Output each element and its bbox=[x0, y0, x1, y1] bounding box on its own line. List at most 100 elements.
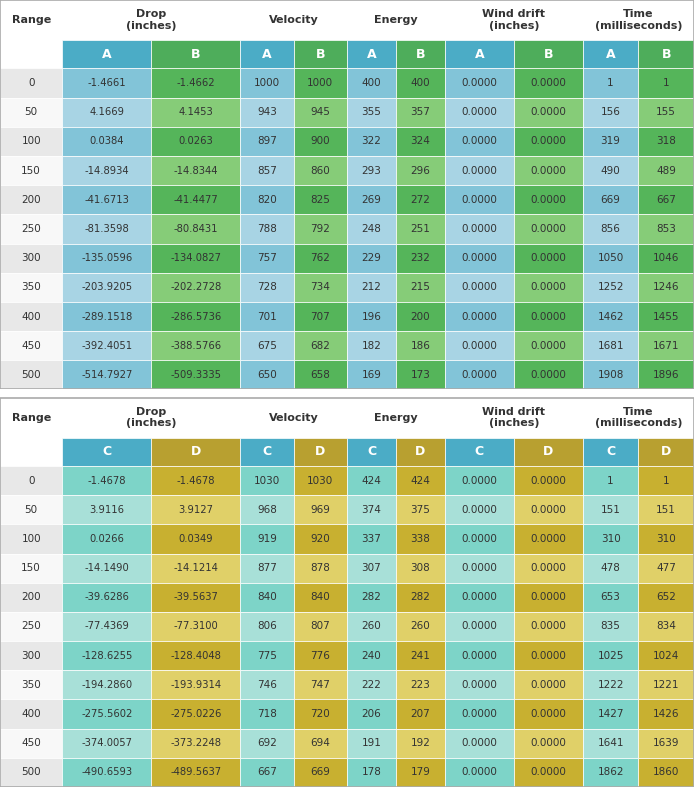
Text: 1246: 1246 bbox=[653, 283, 679, 292]
Bar bbox=[638, 438, 694, 466]
Bar bbox=[294, 156, 347, 185]
Text: 300: 300 bbox=[22, 253, 41, 263]
Bar bbox=[347, 214, 396, 243]
Text: 100: 100 bbox=[22, 534, 41, 544]
Text: -509.3335: -509.3335 bbox=[170, 370, 221, 380]
Bar bbox=[240, 68, 294, 98]
Bar bbox=[514, 302, 583, 331]
Text: 3.9116: 3.9116 bbox=[90, 504, 124, 515]
Text: 490: 490 bbox=[601, 165, 620, 176]
Bar bbox=[514, 582, 583, 611]
Text: 877: 877 bbox=[257, 563, 277, 573]
Bar bbox=[240, 495, 294, 524]
Bar bbox=[294, 360, 347, 390]
Bar bbox=[445, 582, 514, 611]
Text: C: C bbox=[102, 445, 111, 458]
Bar bbox=[583, 553, 638, 582]
Bar bbox=[62, 700, 151, 729]
Bar bbox=[151, 758, 240, 787]
Text: 0.0000: 0.0000 bbox=[530, 165, 566, 176]
Bar bbox=[396, 729, 445, 758]
Bar bbox=[583, 302, 638, 331]
Text: 900: 900 bbox=[310, 136, 330, 146]
Bar bbox=[583, 156, 638, 185]
Bar bbox=[0, 68, 62, 98]
Bar bbox=[583, 243, 638, 273]
Bar bbox=[396, 302, 445, 331]
Bar bbox=[0, 360, 62, 390]
Bar bbox=[151, 671, 240, 700]
Text: 1681: 1681 bbox=[598, 341, 624, 351]
Text: 788: 788 bbox=[257, 224, 277, 234]
Bar bbox=[583, 331, 638, 360]
Text: 669: 669 bbox=[310, 767, 330, 778]
Text: 0: 0 bbox=[28, 475, 35, 486]
Text: 240: 240 bbox=[362, 651, 381, 660]
Bar bbox=[0, 466, 62, 495]
Text: 3.9127: 3.9127 bbox=[178, 504, 213, 515]
Bar bbox=[151, 700, 240, 729]
Bar bbox=[0, 0, 62, 40]
Bar bbox=[445, 397, 583, 438]
Text: 806: 806 bbox=[257, 622, 277, 631]
Text: 229: 229 bbox=[362, 253, 382, 263]
Bar bbox=[638, 524, 694, 553]
Bar bbox=[347, 729, 396, 758]
Bar bbox=[347, 611, 396, 641]
Bar bbox=[445, 466, 514, 495]
Bar bbox=[583, 729, 638, 758]
Text: B: B bbox=[543, 48, 553, 61]
Bar bbox=[62, 758, 151, 787]
Bar bbox=[294, 68, 347, 98]
Text: 775: 775 bbox=[257, 651, 277, 660]
Text: 0.0000: 0.0000 bbox=[530, 136, 566, 146]
Text: 300: 300 bbox=[22, 651, 41, 660]
Bar bbox=[583, 611, 638, 641]
Text: 1671: 1671 bbox=[653, 341, 679, 351]
Text: -275.5602: -275.5602 bbox=[81, 709, 133, 719]
Text: 707: 707 bbox=[310, 312, 330, 322]
Text: 282: 282 bbox=[410, 593, 430, 602]
Bar bbox=[347, 40, 396, 68]
Bar bbox=[445, 127, 514, 156]
Bar bbox=[151, 127, 240, 156]
Text: 0.0000: 0.0000 bbox=[462, 224, 498, 234]
Bar bbox=[583, 40, 638, 68]
Bar bbox=[151, 68, 240, 98]
Text: 653: 653 bbox=[600, 593, 620, 602]
Bar bbox=[62, 466, 151, 495]
Bar bbox=[347, 397, 445, 438]
Text: 834: 834 bbox=[657, 622, 676, 631]
Bar bbox=[583, 214, 638, 243]
Text: 155: 155 bbox=[657, 107, 676, 117]
Bar bbox=[62, 611, 151, 641]
Text: 307: 307 bbox=[362, 563, 381, 573]
Text: 0.0000: 0.0000 bbox=[530, 312, 566, 322]
Text: Wind drift
(inches): Wind drift (inches) bbox=[482, 407, 545, 428]
Bar bbox=[514, 466, 583, 495]
Text: 1046: 1046 bbox=[653, 253, 679, 263]
Text: 825: 825 bbox=[310, 194, 330, 205]
Text: 251: 251 bbox=[410, 224, 430, 234]
Text: 0.0000: 0.0000 bbox=[530, 709, 566, 719]
Bar bbox=[294, 185, 347, 214]
Bar bbox=[294, 127, 347, 156]
Bar bbox=[240, 729, 294, 758]
Bar bbox=[638, 582, 694, 611]
Text: A: A bbox=[262, 48, 272, 61]
Bar bbox=[583, 466, 638, 495]
Text: 0.0000: 0.0000 bbox=[462, 622, 498, 631]
Text: -80.8431: -80.8431 bbox=[174, 224, 218, 234]
Bar bbox=[347, 98, 396, 127]
Bar bbox=[445, 0, 583, 40]
Text: 250: 250 bbox=[22, 622, 41, 631]
Bar bbox=[151, 641, 240, 671]
Text: 897: 897 bbox=[257, 136, 277, 146]
Text: 1: 1 bbox=[607, 475, 614, 486]
Text: -128.6255: -128.6255 bbox=[81, 651, 133, 660]
Text: 1860: 1860 bbox=[653, 767, 679, 778]
Bar bbox=[396, 700, 445, 729]
Text: 675: 675 bbox=[257, 341, 277, 351]
Text: -388.5766: -388.5766 bbox=[170, 341, 221, 351]
Bar bbox=[396, 438, 445, 466]
